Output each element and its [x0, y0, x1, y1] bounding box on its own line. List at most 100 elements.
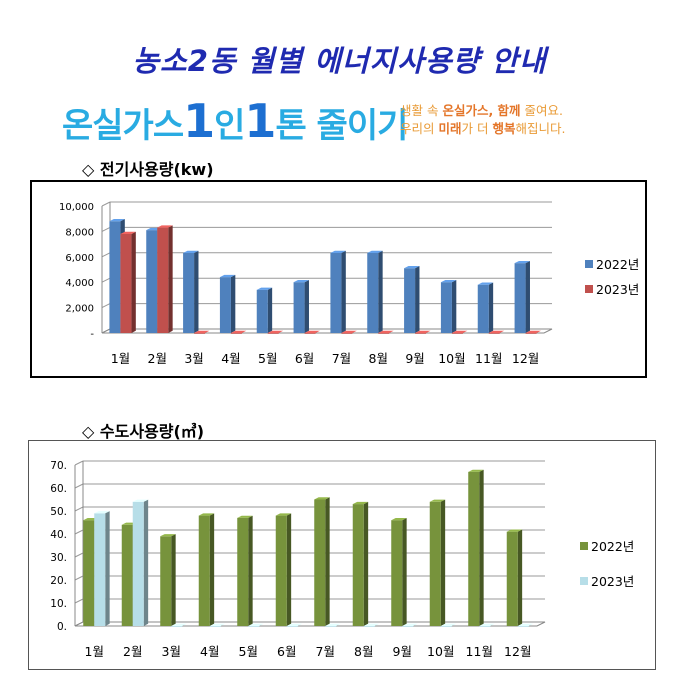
bar — [314, 497, 330, 626]
y-tick-label: 0. — [57, 621, 67, 633]
y-tick-label: - — [90, 329, 94, 340]
bar-front — [415, 333, 427, 334]
bar-front — [488, 333, 500, 334]
bar-side — [194, 250, 199, 333]
bar-top — [286, 623, 303, 626]
bar-top — [363, 623, 380, 626]
bar-top — [256, 287, 273, 290]
legend-swatch — [585, 285, 593, 293]
bar-front — [109, 221, 121, 333]
banner-num1: 1 — [183, 94, 215, 148]
bar-top — [304, 330, 320, 333]
bar-side — [325, 497, 330, 626]
banner-sub-emphasis: 미래 — [438, 121, 462, 136]
bar — [514, 260, 530, 333]
gridline-side — [74, 575, 84, 581]
bar-front — [132, 501, 144, 626]
bar-side — [168, 225, 173, 333]
x-tick-label: 3월 — [184, 351, 203, 366]
x-tick-label: 7월 — [316, 644, 335, 659]
bar-top — [183, 250, 199, 253]
legend-label: 2022년 — [596, 257, 639, 272]
x-tick-label: 5월 — [258, 351, 277, 366]
y-tick-label: 40. — [50, 529, 67, 541]
water-section-title: ◇ 수도사용량(㎥) — [82, 422, 205, 441]
bar-front — [286, 626, 298, 627]
bar-side — [209, 513, 215, 626]
bar — [286, 623, 303, 627]
y-tick-label: 20. — [50, 575, 67, 587]
bar-side — [488, 282, 494, 333]
x-tick-label: 5월 — [239, 644, 258, 659]
bar-front — [429, 501, 441, 626]
bar-front — [275, 515, 287, 626]
legend-label: 2022년 — [591, 539, 634, 554]
bar-side — [286, 513, 292, 626]
x-tick-label: 10월 — [438, 351, 465, 366]
bar — [248, 623, 264, 627]
bar-front — [506, 531, 518, 626]
bar-top — [488, 330, 505, 333]
x-tick-label: 4월 — [200, 644, 219, 659]
bar-front — [293, 282, 305, 333]
x-tick-label: 9월 — [405, 351, 424, 366]
bar-side — [402, 518, 407, 626]
page-title: 농소2동 월별 에너지사용량 안내 — [132, 44, 547, 78]
bar-top — [171, 623, 187, 626]
chart-floor — [101, 328, 553, 334]
bar — [198, 513, 215, 626]
campaign-banner: 온실가스1인1톤 줄이기 생활 속 온실가스, 함께 줄여요. 우리의 미래가 … — [62, 98, 622, 146]
bar — [132, 499, 149, 626]
bar-front — [219, 277, 231, 333]
bar — [230, 330, 247, 334]
gridline-side — [74, 506, 84, 512]
bar — [120, 231, 136, 333]
x-tick-label: 6월 — [295, 351, 314, 366]
bar — [256, 287, 273, 333]
bar-front — [404, 268, 416, 333]
bar-top — [160, 534, 176, 537]
bar — [506, 529, 523, 626]
legend-swatch — [585, 260, 593, 268]
y-tick-label: 6,000 — [65, 253, 94, 264]
banner-subtext: 생활 속 온실가스, 함께 줄여요. 우리의 미래가 더 행복해집니다. — [400, 102, 565, 138]
bar-top — [209, 623, 226, 626]
x-tick-label: 6월 — [277, 644, 296, 659]
bar — [94, 511, 110, 626]
bar-top — [109, 219, 125, 222]
banner-part3: 톤 줄이기 — [275, 106, 408, 146]
y-tick-label: 10. — [50, 598, 67, 610]
banner-sub-emphasis: 행복 — [492, 121, 516, 136]
banner-part2: 인 — [214, 106, 245, 146]
gridline-side — [101, 226, 111, 232]
bar-top — [525, 330, 541, 333]
gridline-side — [74, 460, 84, 466]
bar-top — [415, 330, 431, 333]
bar — [517, 623, 534, 627]
banner-sub-text: 가 더 — [461, 121, 493, 136]
bar-top — [440, 280, 457, 283]
bar-front — [267, 333, 279, 334]
bar-top — [451, 330, 468, 333]
bar-top — [198, 513, 215, 516]
banner-subtext-line2: 우리의 미래가 더 행복해집니다. — [400, 120, 565, 138]
bar — [415, 330, 431, 334]
bar — [275, 513, 292, 626]
bar-top — [479, 623, 495, 626]
bar-front — [325, 626, 337, 627]
bar-side — [131, 231, 136, 333]
gridline-side — [101, 252, 111, 258]
legend-swatch — [580, 542, 588, 550]
bar-side — [341, 250, 346, 333]
bar-front — [451, 333, 463, 334]
x-tick-label: 1월 — [111, 351, 130, 366]
x-tick-label: 11월 — [466, 644, 493, 659]
bar-top — [248, 623, 264, 626]
banner-sub-emphasis: 온실가스, 함께 — [442, 103, 521, 118]
bar — [209, 623, 226, 627]
bar — [402, 623, 418, 627]
bar-front — [391, 520, 403, 626]
bar-top — [404, 266, 420, 269]
bar-front — [314, 499, 326, 626]
gridline-side — [101, 277, 111, 283]
